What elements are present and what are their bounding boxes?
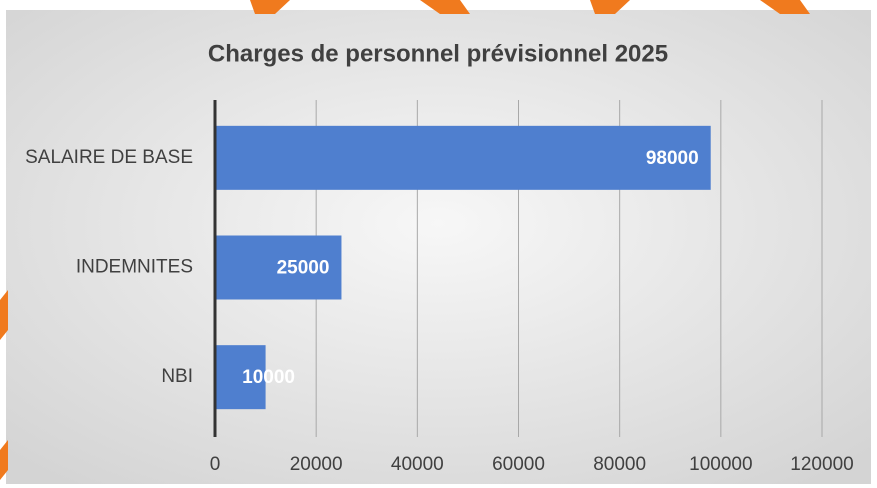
data-label: 25000 <box>277 258 330 279</box>
decorative-stripes <box>0 0 810 480</box>
x-tick-label: 120000 <box>790 454 853 475</box>
x-tick-label: 60000 <box>492 454 545 475</box>
x-tick-label: 100000 <box>689 454 752 475</box>
chart-background <box>6 10 871 484</box>
x-tick-label: 40000 <box>391 454 444 475</box>
chart-title: Charges de personnel prévisionnel 2025 <box>208 40 668 67</box>
y-tick-label: NBI <box>161 366 193 387</box>
bar <box>215 235 342 300</box>
bar <box>215 125 711 190</box>
data-label: 98000 <box>646 148 699 169</box>
x-tick-label: 0 <box>210 454 221 475</box>
data-label: 10000 <box>242 367 295 388</box>
bar <box>215 345 266 410</box>
y-tick-label: SALAIRE DE BASE <box>25 147 193 168</box>
x-tick-label: 20000 <box>290 454 343 475</box>
x-tick-label: 80000 <box>593 454 646 475</box>
y-tick-label: INDEMNITES <box>76 257 193 278</box>
